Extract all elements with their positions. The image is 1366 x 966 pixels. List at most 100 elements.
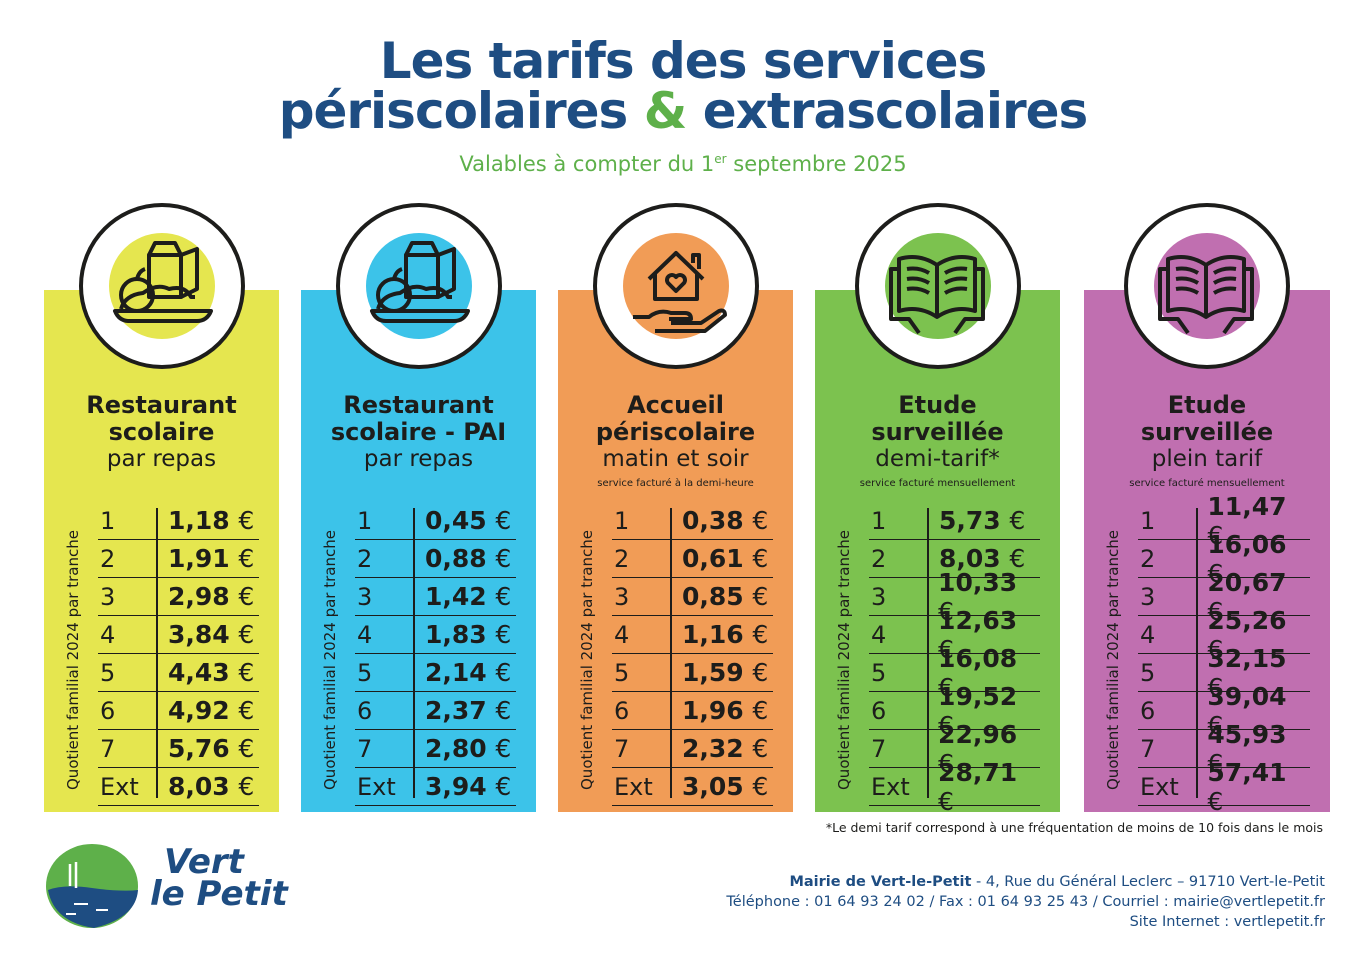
tariff-amount: 11,47 [1207,491,1287,521]
tranche-label: 3 [614,582,630,611]
card-title: Accueil périscolaire matin et soir servi… [558,392,793,491]
tariff-currency: € [752,544,769,573]
title-word-periscolaires: périscolaires [278,82,629,140]
tariff-amount: 22,96 [938,719,1018,749]
table-row: 5 2,14 € [355,654,516,692]
tariff-currency: € [752,506,769,535]
table-row: Ext 3,05 € [612,768,773,806]
card-side-label: Quotient familial 2024 par tranche [578,530,596,790]
tariff-currency: € [495,544,512,573]
table-row: 2 0,61 € [612,540,773,578]
tariff-currency: € [238,544,255,573]
tariff-currency: € [1207,748,1224,778]
tariff-amount: 16,06 [1207,529,1287,559]
tariff-currency: € [1207,786,1224,816]
card-panel [558,290,793,812]
tariff-amount: 2,98 [168,582,230,611]
card-panel [815,290,1060,812]
tariff-value: 1,59 € [670,658,768,687]
tariff-value: 2,80 € [413,734,511,763]
tariff-amount: 32,15 [1207,643,1287,673]
tariff-amount: 19,52 [938,681,1018,711]
tariff-currency: € [1207,634,1224,664]
table-row: Ext 28,71 € [869,758,1040,816]
tariff-amount: 45,93 [1207,719,1287,749]
tranche-label: 4 [100,620,116,649]
table-row: 3 10,33 € [869,568,1040,626]
card-side-label: Quotient familial 2024 par tranche [64,530,82,790]
table-row: 1 1,18 € [98,502,259,540]
tariff-value: 57,41 € [1195,758,1310,816]
logo-emblem-icon [46,844,138,928]
tariff-value: 0,61 € [670,544,768,573]
tariff-amount: 2,32 [682,734,744,763]
table-row: 6 1,96 € [612,692,773,730]
tariff-value: 10,33 € [926,568,1040,626]
page-title: Les tarifs des services périscolaires & … [0,36,1366,136]
tariff-value: 28,71 € [926,758,1040,816]
table-row: 7 2,80 € [355,730,516,768]
tariff-value: 0,88 € [413,544,511,573]
tariff-currency: € [1207,558,1224,588]
tariff-value: 1,18 € [156,506,254,535]
tariff-amount: 2,14 [425,658,487,687]
tariff-amount: 2,37 [425,696,487,725]
tariff-amount: 20,67 [1207,567,1287,597]
subtitle-superscript: er [714,152,727,166]
tariff-amount: 4,43 [168,658,230,687]
tranche-label: 4 [614,620,630,649]
card-subtitle: par repas [106,446,217,472]
tariff-value: 16,08 € [926,644,1040,702]
tranche-label: 2 [871,544,887,573]
tariff-currency: € [1207,596,1224,626]
table-row: 4 12,63 € [869,606,1040,664]
tariff-amount: 1,18 [168,506,230,535]
table-row: Ext 57,41 € [1138,758,1310,816]
table-row: 3 0,85 € [612,578,773,616]
tariff-value: 16,06 € [1195,530,1310,588]
tariff-value: 45,93 € [1195,720,1310,778]
tariff-currency: € [238,620,255,649]
tariff-currency: € [1207,672,1224,702]
tariff-value: 1,91 € [156,544,254,573]
tranche-label: 7 [1140,734,1156,763]
tariff-value: 1,16 € [670,620,768,649]
card-side-label: Quotient familial 2024 par tranche [1104,530,1122,790]
tariff-table: 1 0,38 € 2 0,61 € 3 0,85 € 4 1,16 € [612,502,773,806]
tariff-amount: 12,63 [938,605,1018,635]
card-title: Restaurant scolaire par repas [44,392,279,473]
tariff-amount: 0,61 [682,544,744,573]
tariff-amount: 1,96 [682,696,744,725]
card-title: Etude surveillée demi-tarif* service fac… [815,392,1060,491]
title-word-extrascolaires: extrascolaires [702,82,1089,140]
tariff-currency: € [938,672,954,702]
card-title-line-1: Restaurant [343,391,494,419]
tariff-value: 3,94 € [413,772,511,801]
table-divider [413,508,415,798]
tariff-currency: € [938,748,954,778]
tranche-label: 3 [871,582,887,611]
tariff-amount: 16,08 [938,643,1018,673]
tranche-label: 5 [100,658,116,687]
table-row: 4 3,84 € [98,616,259,654]
card-title-line-1: Etude [898,391,977,419]
tariff-value: 0,85 € [670,582,768,611]
tariff-amount: 4,92 [168,696,230,725]
tariff-table: 1 1,18 € 2 1,91 € 3 2,98 € 4 3,84 € [98,502,259,806]
table-row: 3 20,67 € [1138,568,1310,626]
tariff-currency: € [1207,520,1224,550]
tariff-value: 1,83 € [413,620,511,649]
tranche-label: 2 [1140,544,1156,573]
tariff-amount: 0,85 [682,582,744,611]
tariff-currency: € [938,634,954,664]
title-line-2: périscolaires & extrascolaires [0,86,1366,136]
tariff-amount: 1,83 [425,620,487,649]
tariff-value: 5,73 € [927,506,1025,535]
tariff-currency: € [238,734,255,763]
card-note: service facturé à la demi-heure [597,478,754,489]
table-row: 1 5,73 € [869,502,1040,540]
tariff-table: 1 5,73 € 2 8,03 € 3 10,33 € 4 12,63 € [869,502,1040,816]
tranche-label: 3 [1140,582,1156,611]
table-row: 3 1,42 € [355,578,516,616]
tariff-currency: € [495,620,512,649]
